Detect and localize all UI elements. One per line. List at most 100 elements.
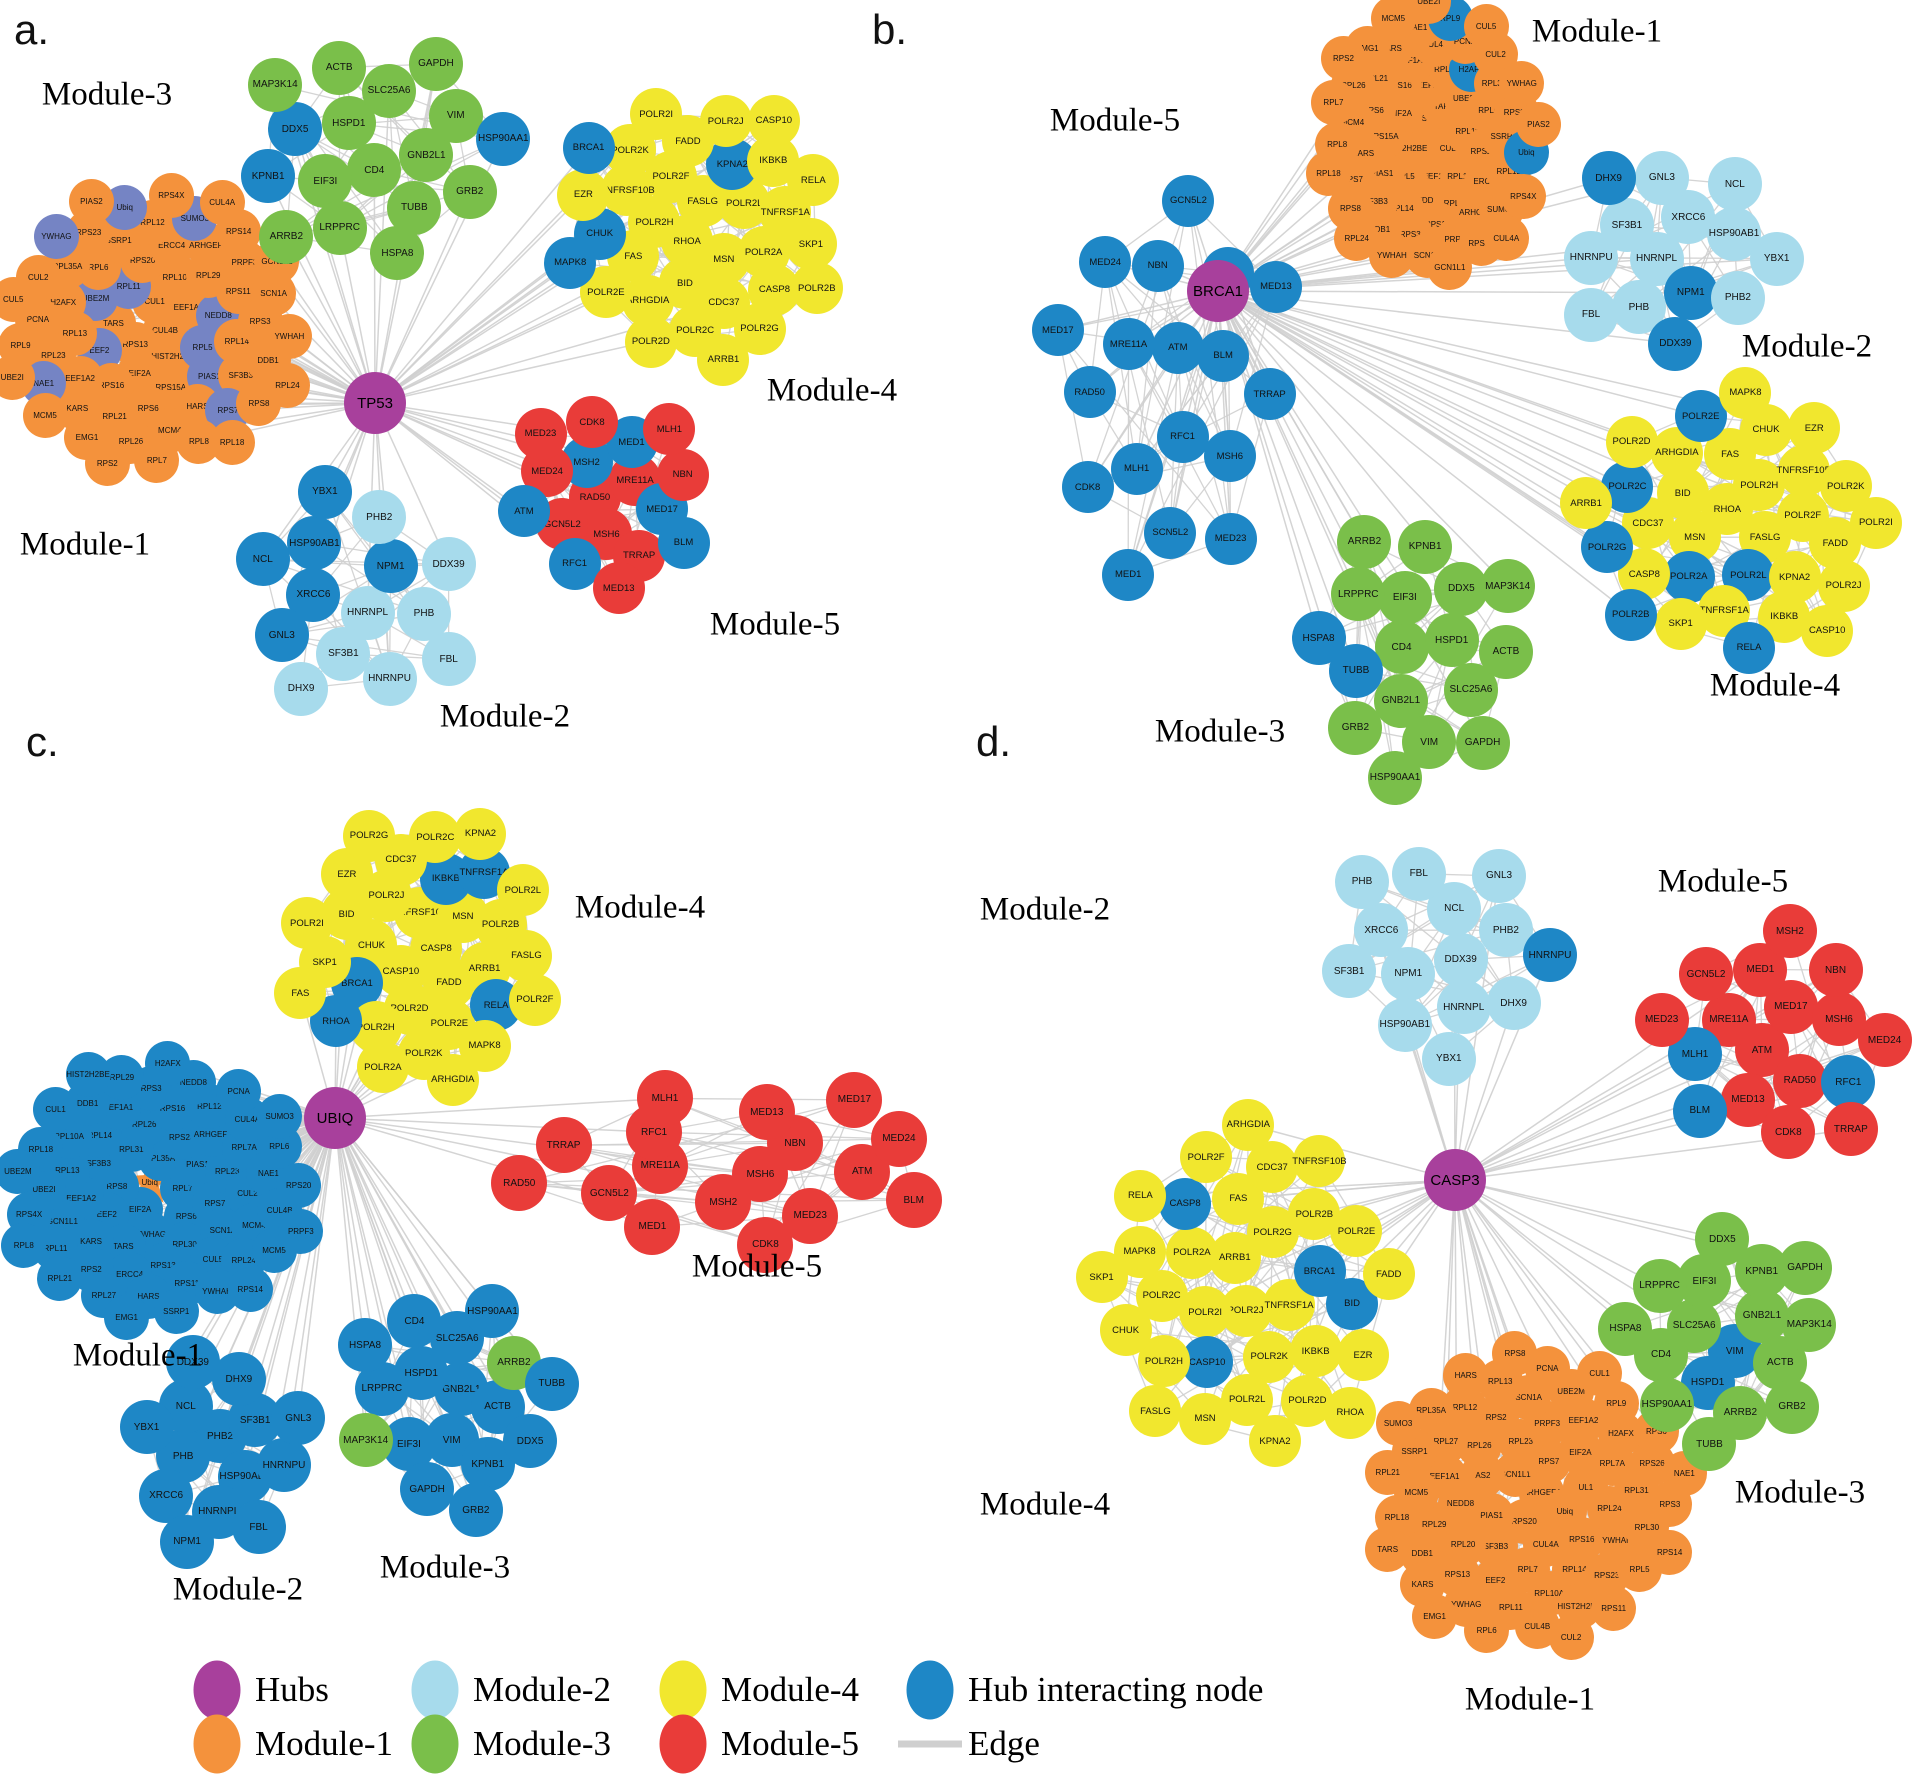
node-DDX5: DDX5 (503, 1414, 558, 1469)
node-MCM5: MCM5 (22, 392, 68, 438)
node-SKP1: SKP1 (1075, 1251, 1128, 1304)
module-label-module-1-panel-b: Module-1 (1531, 13, 1663, 50)
node-POLR2E: POLR2E (1330, 1205, 1383, 1258)
node-PHB: PHB (1334, 854, 1389, 909)
edge (1229, 286, 1277, 457)
node-HSPA8: HSPA8 (370, 226, 425, 281)
node-MED17: MED17 (1031, 304, 1084, 357)
edge (374, 291, 607, 404)
node-HSPA8: HSPA8 (1598, 1301, 1653, 1356)
edge (1454, 1179, 1601, 1375)
node-CUL1: CUL1 (1577, 1351, 1623, 1397)
legend-swatch-hub (193, 1660, 241, 1720)
node-FBL: FBL (421, 632, 476, 687)
legend-swatch-hubnode (906, 1660, 954, 1720)
node-DDX39: DDX39 (165, 1335, 220, 1390)
node-POLR2D: POLR2D (624, 315, 677, 368)
node-LRPPRC: LRPPRC (1632, 1258, 1687, 1313)
node-MSH2: MSH2 (1762, 904, 1817, 959)
edge (1591, 257, 1777, 260)
edge (1217, 290, 1701, 417)
node-DDX39: DDX39 (421, 537, 476, 592)
node-HSP90AA1: HSP90AA1 (1368, 750, 1422, 805)
node-HSP90AB1: HSP90AB1 (1707, 206, 1762, 261)
node-RPS11: RPS11 (1591, 1585, 1637, 1631)
node-POLR2B: POLR2B (1604, 588, 1657, 641)
edge (1086, 290, 1219, 488)
node-GCN5L2: GCN5L2 (1679, 947, 1734, 1002)
node-HSP90AA1: HSP90AA1 (465, 1284, 520, 1339)
node-KPNA2: KPNA2 (454, 807, 507, 860)
edge (1454, 1110, 1701, 1181)
node-MED13: MED13 (738, 1084, 795, 1141)
node-MED1: MED1 (1102, 548, 1155, 601)
node-BLM: BLM (657, 516, 710, 569)
node-GAPDH: GAPDH (1455, 715, 1510, 770)
node-GRB2: GRB2 (442, 164, 497, 219)
edge (1217, 257, 1777, 292)
node-SUMO3: SUMO3 (1375, 1401, 1421, 1447)
node-GRB2: GRB2 (1765, 1379, 1820, 1434)
node-RAD50: RAD50 (1063, 366, 1116, 419)
node-NPM1: NPM1 (363, 539, 418, 594)
node-MLH1: MLH1 (643, 403, 696, 456)
node-CASP8: CASP8 (1159, 1177, 1212, 1230)
panel-letter-a: a. (14, 6, 50, 53)
node-ACTB: ACTB (1478, 624, 1533, 679)
node-TUBB: TUBB (1329, 643, 1383, 698)
node-GAPDH: GAPDH (400, 1462, 455, 1517)
node-RPS4X: RPS4X (1500, 173, 1546, 219)
node-FAS: FAS (274, 967, 327, 1020)
hub-node-BRCA1: BRCA1 (1187, 260, 1249, 322)
node-DDX5: DDX5 (1695, 1212, 1750, 1266)
hub-node-UBIQ: UBIQ (304, 1087, 366, 1149)
node-SCN5L2: SCN5L2 (1144, 506, 1197, 559)
node-MED23: MED23 (1634, 992, 1689, 1047)
node-MED23: MED23 (514, 407, 567, 460)
node-MRE11A: MRE11A (1102, 318, 1155, 371)
module-label-module-5-panel-b: Module-5 (1049, 102, 1181, 139)
node-GNL3: GNL3 (254, 608, 309, 663)
node-FBL: FBL (231, 1500, 286, 1555)
module-label-module-4-panel-c: Module-4 (574, 889, 706, 926)
node-KPNB1: KPNB1 (1398, 519, 1453, 574)
node-GCN5L2: GCN5L2 (581, 1165, 638, 1222)
node-POLR2I: POLR2I (1849, 496, 1902, 549)
node-DDX39: DDX39 (1648, 316, 1703, 371)
node-FASLG: FASLG (1129, 1385, 1182, 1438)
node-EZR: EZR (320, 848, 373, 901)
edge (1135, 290, 1219, 470)
node-GNL3: GNL3 (271, 1391, 326, 1446)
node-CD4: CD4 (387, 1294, 442, 1349)
node-RPL7: RPL7 (134, 437, 180, 483)
node-MSN: MSN (1179, 1392, 1232, 1445)
edge (374, 191, 471, 404)
node-POLR2G: POLR2G (1581, 521, 1634, 574)
node-HSPD1: HSPD1 (1424, 613, 1479, 668)
node-HSP90AA1: HSP90AA1 (476, 111, 531, 166)
node-RPL7: RPL7 (1310, 79, 1356, 125)
node-PHB: PHB (396, 586, 451, 641)
node-POLR2F: POLR2F (1180, 1131, 1233, 1184)
node-MSH6: MSH6 (1811, 992, 1866, 1047)
node-MLH1: MLH1 (636, 1070, 693, 1127)
edge (334, 1117, 416, 1322)
node-POLR2B: POLR2B (790, 262, 843, 315)
node-MED23: MED23 (782, 1187, 839, 1244)
node-FADD: FADD (1362, 1248, 1415, 1301)
edge (334, 1117, 766, 1246)
node-RPL24: RPL24 (264, 363, 310, 409)
edge (563, 1144, 811, 1217)
module-label-module-4-panel-a: Module-4 (766, 372, 898, 409)
legend-swatch-module3 (411, 1714, 459, 1774)
node-MED24: MED24 (1079, 236, 1132, 289)
node-KPNB1: KPNB1 (241, 149, 296, 204)
node-POLR2F: POLR2F (508, 973, 561, 1026)
node-MAPK8: MAPK8 (1719, 366, 1772, 419)
node-POLR2A: POLR2A (1165, 1226, 1218, 1279)
edge (262, 558, 425, 615)
legend-swatch-module1 (193, 1714, 241, 1774)
node-POLR2I: POLR2I (630, 88, 683, 141)
node-NCL: NCL (235, 532, 290, 587)
edge (374, 147, 590, 404)
